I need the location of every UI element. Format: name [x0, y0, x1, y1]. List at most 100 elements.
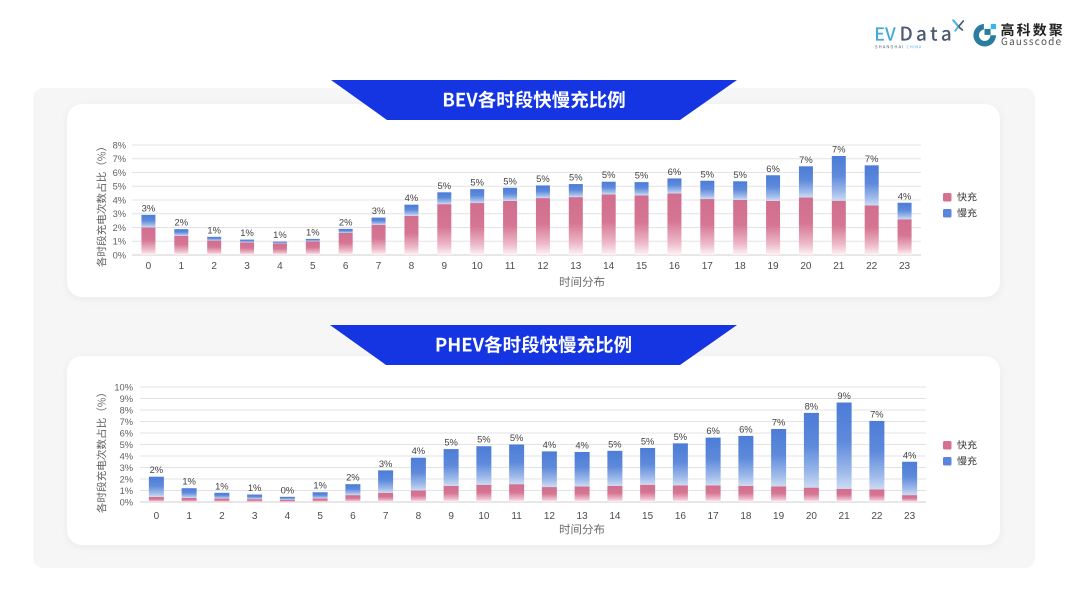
- svg-text:1%: 1%: [207, 224, 221, 235]
- svg-text:10%: 10%: [114, 382, 133, 392]
- svg-text:6: 6: [343, 261, 349, 272]
- svg-text:5%: 5%: [510, 432, 524, 443]
- svg-text:4%: 4%: [412, 445, 426, 456]
- svg-text:9%: 9%: [837, 390, 851, 401]
- svg-text:7%: 7%: [772, 416, 786, 427]
- svg-text:6: 6: [350, 511, 356, 522]
- svg-text:7%: 7%: [832, 144, 846, 155]
- svg-text:4: 4: [277, 261, 283, 272]
- svg-text:4%: 4%: [575, 439, 589, 450]
- svg-text:6%: 6%: [120, 428, 133, 438]
- svg-text:1: 1: [179, 261, 185, 272]
- svg-text:1%: 1%: [313, 480, 327, 491]
- svg-text:5%: 5%: [444, 437, 458, 448]
- svg-text:20: 20: [800, 261, 812, 272]
- svg-text:2%: 2%: [339, 216, 353, 227]
- svg-text:14: 14: [603, 261, 615, 272]
- svg-text:8: 8: [416, 511, 422, 522]
- svg-text:5%: 5%: [120, 440, 133, 450]
- svg-text:3: 3: [252, 511, 258, 522]
- svg-text:1%: 1%: [120, 486, 133, 496]
- svg-text:4: 4: [285, 511, 291, 522]
- svg-text:6%: 6%: [766, 163, 780, 174]
- svg-text:4%: 4%: [120, 451, 133, 461]
- svg-text:4%: 4%: [543, 439, 557, 450]
- svg-text:13: 13: [570, 261, 582, 272]
- svg-text:12: 12: [537, 261, 549, 272]
- svg-text:2%: 2%: [120, 474, 133, 484]
- svg-text:5%: 5%: [602, 169, 616, 180]
- svg-text:4%: 4%: [113, 195, 126, 205]
- svg-text:1%: 1%: [273, 229, 287, 240]
- svg-text:11: 11: [511, 511, 522, 522]
- svg-text:17: 17: [708, 511, 720, 522]
- svg-text:7: 7: [376, 261, 382, 272]
- svg-text:18: 18: [735, 261, 747, 272]
- svg-text:5%: 5%: [608, 438, 622, 449]
- svg-text:20: 20: [806, 511, 818, 522]
- svg-text:4%: 4%: [405, 192, 419, 203]
- svg-text:21: 21: [833, 261, 845, 272]
- svg-text:5%: 5%: [438, 180, 452, 191]
- svg-text:22: 22: [871, 511, 883, 522]
- svg-text:3%: 3%: [120, 463, 133, 473]
- svg-text:13: 13: [577, 511, 589, 522]
- svg-text:8: 8: [409, 261, 415, 272]
- svg-text:4%: 4%: [898, 190, 912, 201]
- svg-text:6%: 6%: [113, 168, 126, 178]
- svg-text:14: 14: [609, 511, 621, 522]
- svg-text:15: 15: [636, 261, 648, 272]
- svg-text:1%: 1%: [113, 237, 126, 247]
- svg-text:0%: 0%: [120, 497, 133, 507]
- svg-text:5%: 5%: [733, 169, 747, 180]
- svg-text:9%: 9%: [120, 394, 133, 404]
- svg-text:7: 7: [383, 511, 389, 522]
- svg-text:16: 16: [669, 261, 681, 272]
- svg-text:7%: 7%: [113, 154, 126, 164]
- svg-text:6%: 6%: [739, 423, 753, 434]
- svg-text:23: 23: [904, 511, 916, 522]
- svg-text:5%: 5%: [569, 172, 583, 183]
- svg-text:10: 10: [472, 261, 484, 272]
- svg-text:2%: 2%: [113, 223, 126, 233]
- svg-text:5%: 5%: [641, 435, 655, 446]
- svg-text:4%: 4%: [903, 449, 917, 460]
- svg-text:2%: 2%: [346, 472, 360, 483]
- svg-text:5%: 5%: [674, 431, 688, 442]
- svg-text:23: 23: [899, 261, 911, 272]
- svg-text:0: 0: [154, 511, 160, 522]
- svg-text:5%: 5%: [470, 177, 484, 188]
- svg-text:3: 3: [244, 261, 250, 272]
- svg-text:0: 0: [146, 261, 152, 272]
- svg-text:5%: 5%: [477, 434, 491, 445]
- svg-text:2: 2: [219, 511, 225, 522]
- svg-text:1%: 1%: [215, 480, 229, 491]
- svg-text:1%: 1%: [306, 226, 320, 237]
- svg-text:2%: 2%: [175, 217, 189, 228]
- svg-text:8%: 8%: [805, 400, 819, 411]
- svg-text:18: 18: [740, 511, 752, 522]
- svg-text:2: 2: [211, 261, 217, 272]
- svg-text:9: 9: [442, 261, 448, 272]
- svg-text:7%: 7%: [799, 154, 813, 165]
- svg-text:0%: 0%: [281, 484, 295, 495]
- svg-text:10: 10: [478, 511, 490, 522]
- svg-text:5%: 5%: [503, 175, 517, 186]
- svg-text:1%: 1%: [240, 227, 254, 238]
- svg-text:21: 21: [839, 511, 851, 522]
- svg-text:5%: 5%: [113, 182, 126, 192]
- svg-text:1%: 1%: [182, 476, 196, 487]
- svg-text:6%: 6%: [668, 166, 682, 177]
- svg-text:5: 5: [317, 511, 323, 522]
- svg-text:1%: 1%: [248, 482, 262, 493]
- svg-text:11: 11: [505, 261, 516, 272]
- svg-text:15: 15: [642, 511, 654, 522]
- svg-text:7%: 7%: [865, 153, 879, 164]
- svg-text:3%: 3%: [379, 458, 393, 469]
- svg-text:7%: 7%: [120, 417, 133, 427]
- svg-text:6%: 6%: [706, 425, 720, 436]
- svg-text:19: 19: [767, 261, 779, 272]
- svg-text:19: 19: [773, 511, 785, 522]
- svg-text:5%: 5%: [701, 168, 715, 179]
- svg-text:8%: 8%: [120, 405, 133, 415]
